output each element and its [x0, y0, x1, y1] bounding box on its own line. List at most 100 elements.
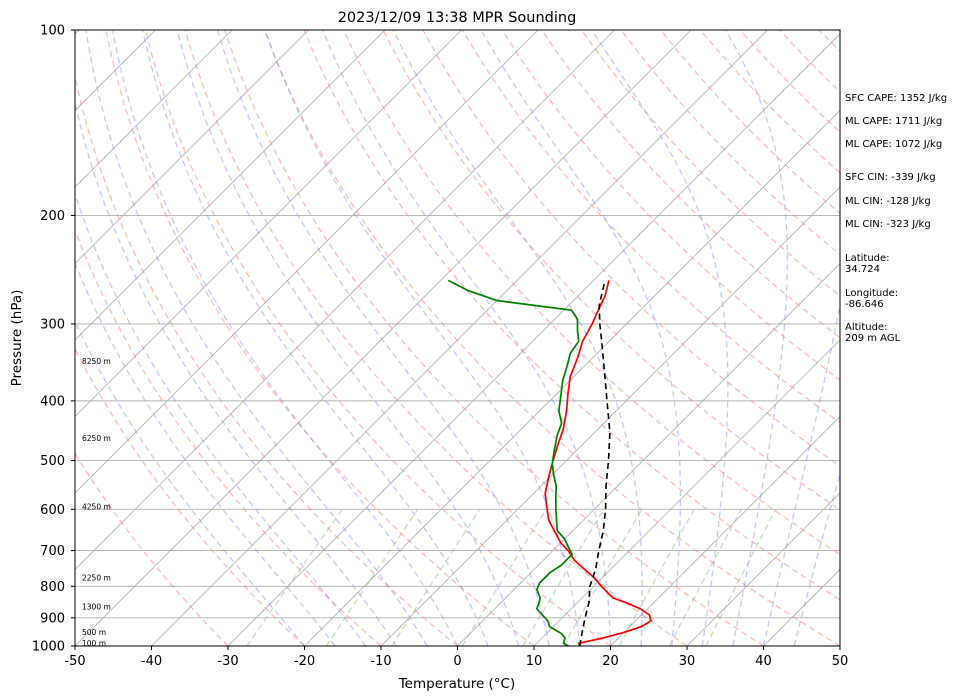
- moist-adiabat-line: [480, 30, 682, 646]
- mixing-ratio-line: [705, 509, 777, 646]
- isotherm-line: [75, 30, 539, 494]
- moist-adiabat-line: [725, 30, 788, 646]
- isotherm-line: [227, 33, 840, 646]
- moist-adiabat-line: [264, 30, 581, 646]
- height-label: 8250 m: [82, 357, 111, 366]
- moist-adiabat-line: [75, 100, 397, 646]
- mixing-ratio-line: [325, 508, 419, 646]
- moist-adiabat-line: [85, 30, 428, 646]
- moist-adiabat-line: [322, 30, 612, 646]
- dry-adiabat-line: [303, 30, 840, 601]
- y-tick-label: 700: [40, 544, 65, 559]
- mixing-ratio-line: [461, 508, 547, 646]
- dry-adiabat-line: [75, 74, 458, 646]
- height-label: 1300 m: [82, 603, 111, 612]
- x-tick-label: 30: [679, 654, 696, 669]
- y-tick-label: 500: [40, 454, 65, 469]
- y-tick-label: 400: [40, 394, 65, 409]
- isotherm-line: [533, 339, 840, 646]
- isotherm-line: [686, 492, 840, 646]
- isotherm-line: [304, 109, 840, 646]
- moist-adiabat-line: [793, 471, 840, 646]
- mixing-ratio-line: [668, 509, 742, 646]
- longitude-text: Longitude: -86.646: [845, 288, 899, 310]
- moist-adiabat-line: [392, 30, 643, 646]
- x-tick-label: -40: [141, 654, 162, 669]
- x-tick-label: -10: [370, 654, 391, 669]
- isotherm-line: [75, 30, 386, 341]
- y-tick-label: 600: [40, 503, 65, 518]
- y-tick-label: 200: [40, 209, 65, 224]
- mixing-ratio-line: [391, 508, 481, 646]
- dry-adiabat-line: [75, 228, 382, 646]
- dry-adiabat-line: [263, 30, 840, 646]
- chart-title: 2023/12/09 13:38 MPR Sounding: [338, 10, 577, 26]
- x-tick-label: -20: [294, 654, 315, 669]
- mixing-ratio-line: [522, 508, 605, 646]
- moist-adiabat-line: [75, 192, 367, 646]
- y-axis-label: Pressure (hPa): [9, 290, 25, 387]
- y-tick-label: 300: [40, 317, 65, 332]
- x-tick-label: 40: [755, 654, 772, 669]
- isotherm-line: [610, 415, 840, 646]
- y-tick-label: 900: [40, 611, 65, 626]
- parcel-profile-line: [579, 280, 611, 646]
- height-label: 4250 m: [82, 503, 111, 512]
- latitude-text: Latitude: 34.724: [845, 253, 890, 275]
- dry-adiabat-line: [343, 30, 840, 556]
- mixing-ratio-line: [618, 508, 695, 646]
- ml-cape-text-2: ML CAPE: 1072 J/kg: [845, 139, 943, 150]
- isotherm-line: [0, 30, 3, 646]
- height-labels: 100 m 500 m 1300 m 2250 m 4250 m 6250 m 8250 m: [82, 357, 111, 648]
- height-label: 6250 m: [82, 434, 111, 443]
- x-tick-label: 50: [832, 654, 849, 669]
- ml-cape-text: ML CAPE: 1711 J/kg: [845, 116, 943, 127]
- moist-adiabat-line: [111, 30, 459, 646]
- moist-adiabat-line: [762, 301, 840, 646]
- sfc-cape-text: SFC CAPE: 1352 J/kg: [845, 93, 948, 104]
- moist-adiabat-line: [176, 30, 520, 646]
- y-axis-ticks: 100 200 300 400 500 600 700 800 900 1000: [32, 24, 75, 655]
- ml-cin-text: ML CIN: -128 J/kg: [845, 196, 931, 207]
- isotherm-line: [75, 30, 462, 418]
- dry-adiabat-line: [105, 30, 535, 646]
- height-label: 100 m: [82, 639, 106, 648]
- isotherm-line: [75, 30, 692, 646]
- isotherm-line: [151, 30, 768, 646]
- dry-adiabat-line: [75, 452, 229, 646]
- x-axis-label: Temperature (°C): [398, 676, 516, 692]
- dry-adiabat-line: [580, 30, 840, 297]
- y-tick-label: 100: [40, 24, 65, 39]
- height-label: 500 m: [82, 628, 106, 637]
- moist-adiabat-line: [75, 261, 336, 646]
- temperature-profile-line: [544, 280, 652, 646]
- isotherm-line: [75, 30, 233, 188]
- dewpoint-profile-line: [447, 279, 580, 646]
- isotherm-line: [75, 30, 309, 265]
- background-lines: [0, 30, 840, 646]
- sfc-cin-text: SFC CIN: -339 J/kg: [845, 172, 936, 183]
- x-tick-label: -30: [217, 654, 238, 669]
- isotherm-line: [380, 186, 840, 646]
- dry-adiabat-line: [75, 347, 305, 646]
- y-tick-label: 1000: [32, 640, 65, 655]
- isotherm-line: [75, 30, 615, 571]
- plot-frame: [74, 29, 841, 647]
- mixing-ratio-line: [246, 508, 343, 646]
- dry-adiabat-line: [224, 30, 764, 646]
- dry-adiabat-line: [144, 30, 611, 646]
- dry-adiabat-line: [382, 30, 840, 511]
- mixing-ratio-line: [562, 508, 643, 646]
- x-tick-label: 20: [602, 654, 619, 669]
- series-layer: [447, 279, 652, 646]
- moist-adiabat-line: [591, 30, 729, 646]
- x-tick-label: 0: [453, 654, 461, 669]
- x-axis-ticks: -50 -40 -30 -20 -10 0 10 20 30 40 50: [64, 646, 848, 669]
- altitude-text: Altitude: 209 m AGL: [845, 322, 901, 344]
- y-tick-label: 800: [40, 580, 65, 595]
- ml-cin-text-2: ML CIN: -323 J/kg: [845, 219, 931, 230]
- x-tick-label: -50: [64, 654, 85, 669]
- x-tick-label: 10: [526, 654, 543, 669]
- dry-adiabat-line: [422, 30, 840, 467]
